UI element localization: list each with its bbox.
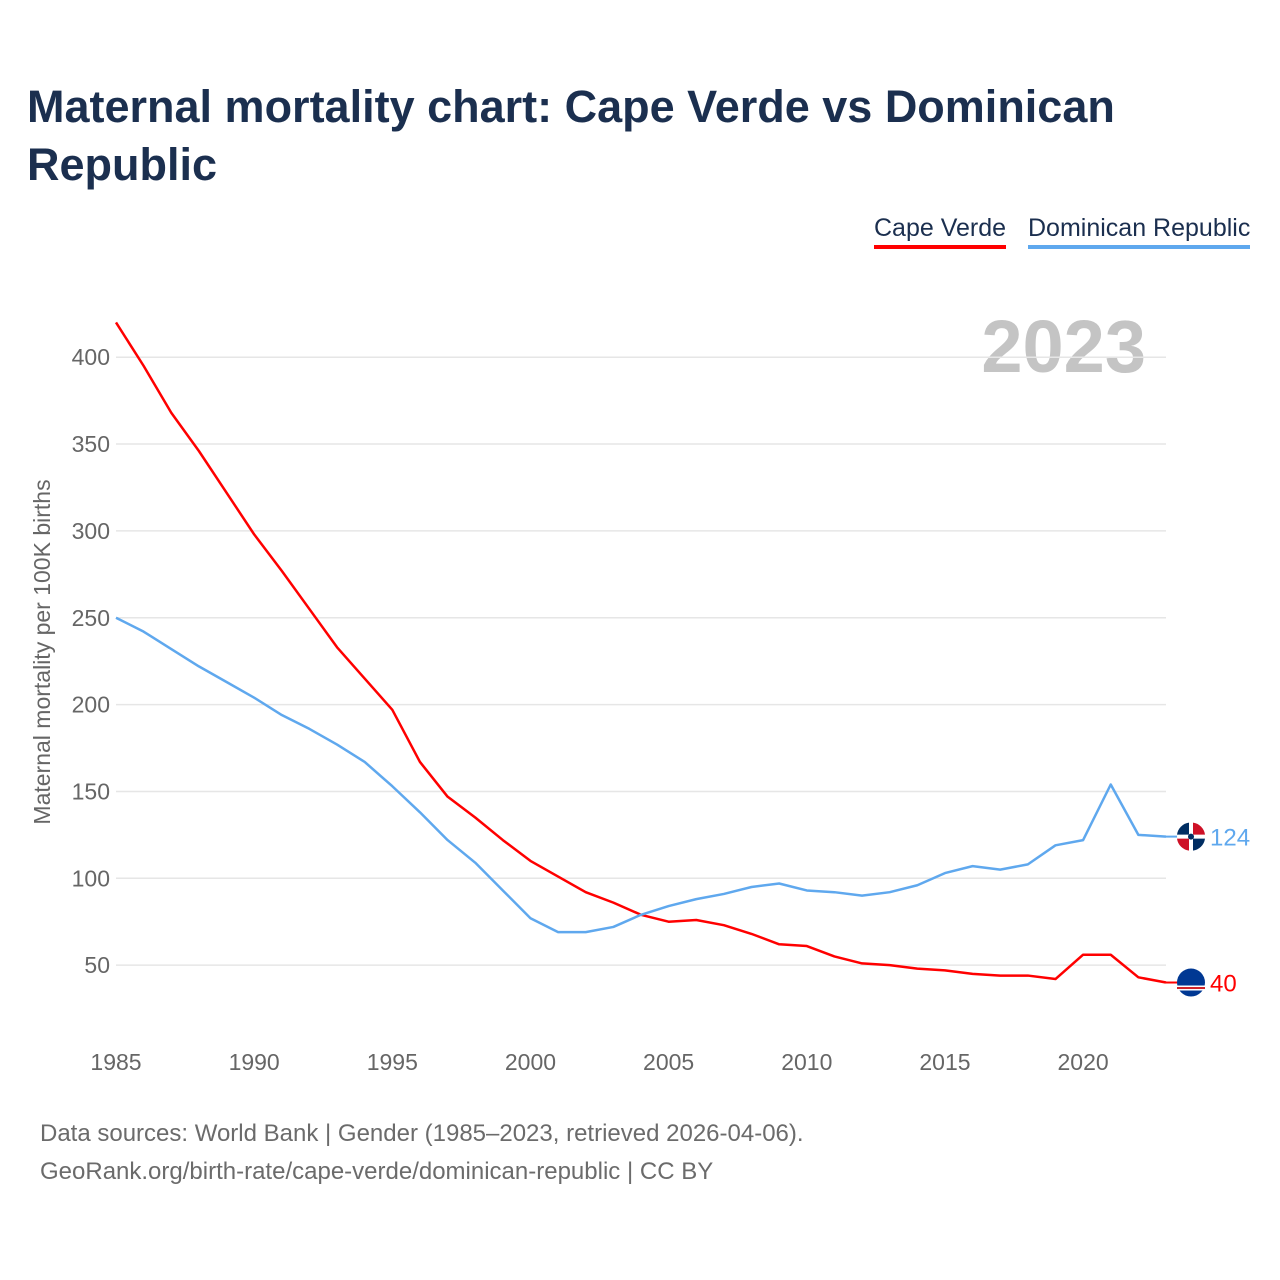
legend-item-cape-verde[interactable]: Cape Verde <box>874 214 1007 249</box>
chart-title: Maternal mortality chart: Cape Verde vs … <box>27 81 1115 190</box>
end-value-label: 40 <box>1210 971 1237 998</box>
y-tick-label: 400 <box>72 344 110 370</box>
y-tick-label: 250 <box>72 605 110 631</box>
series-line-dominican-republic[interactable] <box>115 616 1167 934</box>
y-tick-label: 150 <box>72 778 110 804</box>
y-tick-label: 200 <box>72 692 110 718</box>
y-tick-label: 300 <box>72 518 110 544</box>
x-tick-label: 2005 <box>643 1049 694 1075</box>
legend-item-dominican-republic[interactable]: Dominican Republic <box>1028 214 1251 249</box>
x-tick-label: 1985 <box>90 1049 141 1075</box>
x-tick-label: 2000 <box>505 1049 556 1075</box>
y-tick-label: 350 <box>72 431 110 457</box>
x-tick-label: 2010 <box>781 1049 832 1075</box>
x-tick-label: 2015 <box>919 1049 970 1075</box>
series-line-cape-verde[interactable] <box>114 321 1167 984</box>
footer-link[interactable]: GeoRank.org/birth-rate/cape-verde/domini… <box>40 1158 714 1185</box>
dominican-republic-flag-icon <box>1177 822 1205 851</box>
x-tick-label: 2020 <box>1058 1049 1109 1075</box>
cape-verde-flag-icon <box>1177 968 1205 997</box>
end-value-label: 124 <box>1210 825 1250 852</box>
year-watermark: 2023 <box>981 305 1146 388</box>
y-axis-label: Maternal mortality per 100K births <box>29 479 55 824</box>
y-tick-label: 100 <box>72 865 110 891</box>
x-tick-label: 1995 <box>367 1049 418 1075</box>
x-tick-label: 1990 <box>229 1049 280 1075</box>
footer-source: Data sources: World Bank | Gender (1985–… <box>40 1120 804 1147</box>
y-tick-label: 50 <box>84 952 110 978</box>
